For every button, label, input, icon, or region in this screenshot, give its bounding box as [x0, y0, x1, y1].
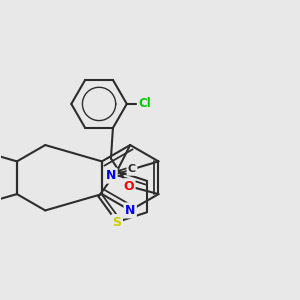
Text: C: C — [128, 164, 136, 174]
Text: S: S — [112, 215, 122, 229]
Text: N: N — [125, 204, 135, 217]
Text: O: O — [124, 180, 134, 193]
Text: Cl: Cl — [138, 98, 151, 110]
Text: N: N — [106, 169, 116, 182]
